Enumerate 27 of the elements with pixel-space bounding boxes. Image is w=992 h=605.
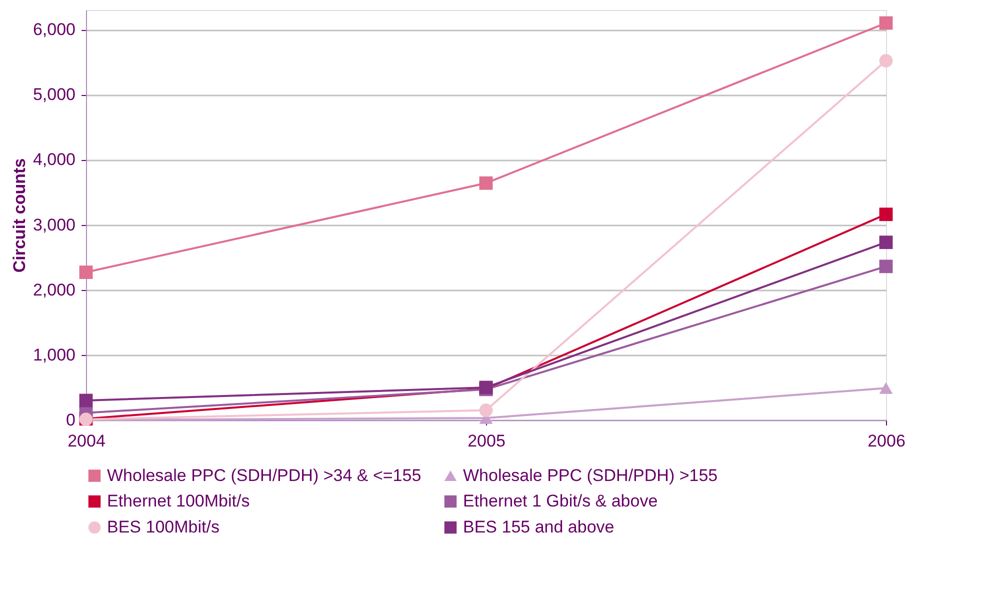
point (879, 236, 893, 250)
point (879, 16, 893, 30)
point (479, 176, 493, 190)
point (79, 266, 93, 279)
legend-label: Ethernet 1 Gbit/s & above (463, 492, 658, 510)
x-tick-label: 2004 (68, 432, 106, 450)
point (79, 394, 93, 408)
y-axis-title: Circuit counts (10, 158, 29, 273)
legend-label: BES 155 and above (463, 518, 614, 536)
point (879, 54, 893, 68)
x-tick-label: 2006 (868, 432, 906, 450)
point (879, 382, 893, 394)
y-tick-label: 4,000 (32, 150, 76, 170)
y-tick-label: 5,000 (32, 85, 76, 104)
y-tick-label: 2,000 (32, 280, 76, 300)
x-tick-label: 2005 (468, 432, 506, 450)
point (879, 208, 893, 222)
y-tick-label: 1,000 (32, 345, 76, 364)
point (879, 260, 893, 274)
legend-label: Ethernet 100Mbit/s (107, 492, 250, 510)
legend-label: Wholesale PPC (SDH/PDH) >34 & <=155 (107, 466, 422, 485)
y-tick-label: 3,000 (32, 215, 76, 234)
legend-label: BES 100Mbit/s (107, 518, 220, 536)
y-tick-label: 6,000 (32, 20, 76, 40)
y-tick-label: 0 (66, 410, 76, 430)
legend-label: Wholesale PPC (SDH/PDH) >155 (463, 466, 718, 485)
point (479, 404, 493, 417)
